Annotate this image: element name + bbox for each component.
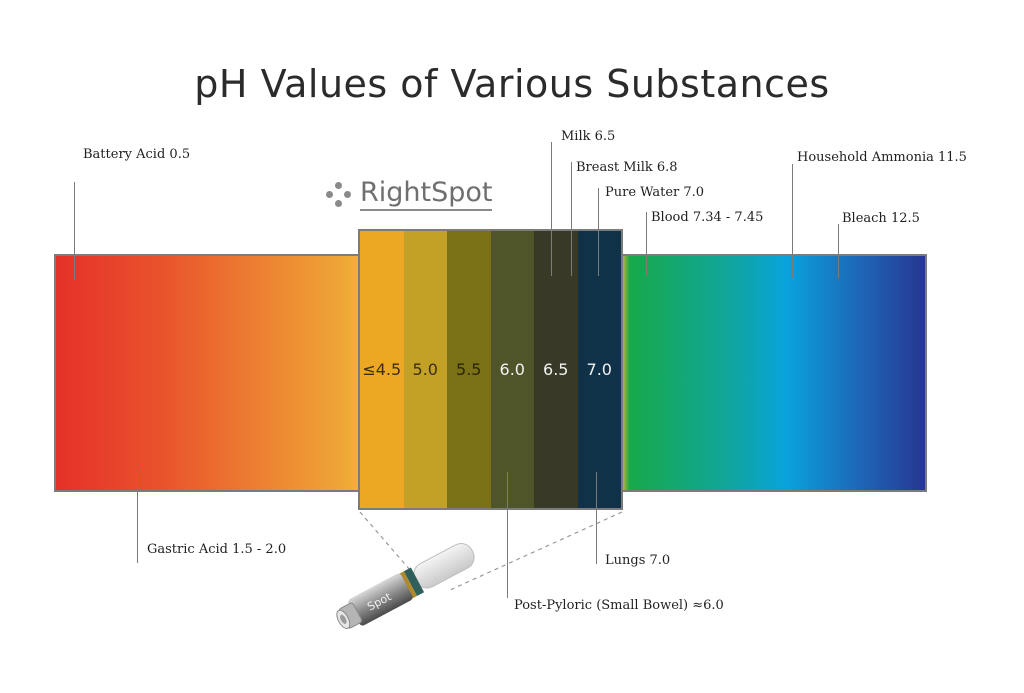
indicator-swatch: 5.5 — [447, 231, 491, 508]
label-post-pyloric: Post-Pyloric (Small Bowel) ≈6.0 — [514, 598, 724, 613]
guide-pure-water — [598, 188, 599, 276]
guide-milk — [551, 142, 552, 276]
indicator-swatch: 6.5 — [534, 231, 578, 508]
indicator-swatch: ≤4.5 — [360, 231, 404, 508]
guide-household-ammonia — [792, 164, 793, 278]
rightspot-logo: RightSpot — [326, 178, 493, 211]
guide-battery-acid — [74, 182, 75, 280]
indicator-swatch: 7.0 — [577, 231, 621, 508]
label-pure-water: Pure Water 7.0 — [605, 185, 705, 200]
guide-gastric-acid — [137, 470, 138, 563]
logo-text: RightSpot — [360, 178, 493, 211]
guide-post-pyloric — [507, 472, 508, 598]
page-title: pH Values of Various Substances — [194, 62, 830, 106]
logo-dots-icon — [326, 181, 352, 208]
label-lungs: Lungs 7.0 — [605, 553, 671, 568]
indicator-swatch: 6.0 — [490, 231, 534, 508]
indicator-scale: ≤4.5 5.0 5.5 6.0 6.5 7.0 — [358, 229, 623, 510]
label-gastric-acid: Gastric Acid 1.5 - 2.0 — [147, 542, 287, 557]
label-milk: Milk 6.5 — [561, 129, 616, 144]
guide-breast-milk — [571, 162, 572, 276]
capsule-device-illustration: Spot — [336, 543, 475, 629]
guide-blood — [646, 212, 647, 276]
label-blood: Blood 7.34 - 7.45 — [651, 210, 764, 225]
guide-bleach — [838, 224, 839, 278]
guide-lungs — [596, 472, 597, 564]
label-breast-milk: Breast Milk 6.8 — [576, 160, 678, 175]
label-battery-acid: Battery Acid 0.5 — [83, 147, 191, 162]
label-household-ammonia: Household Ammonia 11.5 — [797, 150, 967, 165]
label-bleach: Bleach 12.5 — [842, 211, 920, 226]
indicator-swatch: 5.0 — [403, 231, 447, 508]
